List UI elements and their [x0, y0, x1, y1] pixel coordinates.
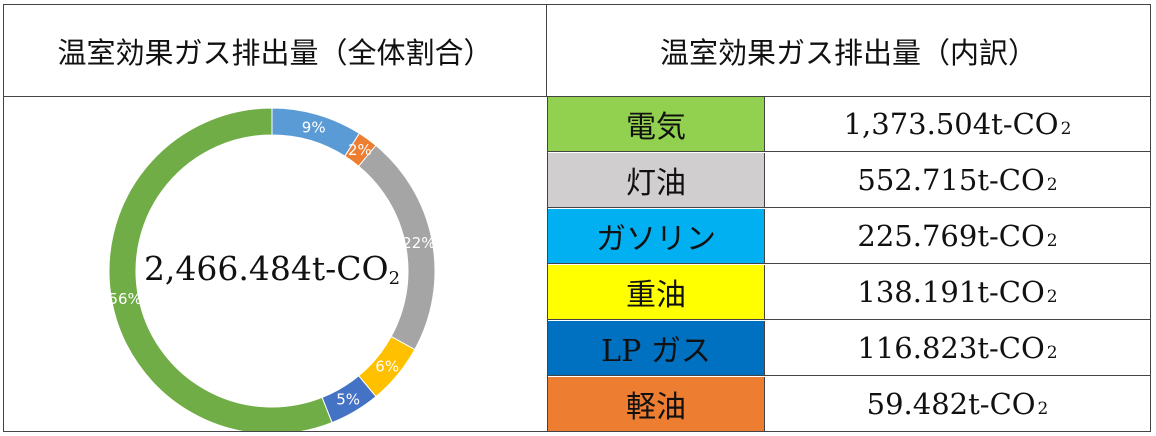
row-lp-gas: LP ガス 116.823t-CO 2 — [548, 321, 1150, 376]
value-cell: 59.482t-CO 2 — [866, 387, 1049, 421]
row-diesel: 軽油 59.482t-CO 2 — [548, 377, 1150, 431]
fuel-cell: 電気 — [548, 97, 765, 151]
value-cell: 552.715t-CO 2 — [857, 163, 1058, 197]
donut-label-2: 22% — [402, 234, 435, 252]
column-divider — [547, 96, 548, 431]
row-gasoline: ガソリン 225.769t-CO 2 — [548, 209, 1150, 264]
donut-label-0: 9% — [302, 118, 326, 136]
donut-chart: 9% 2% 22% 6% 5% 56% 2,466.484t-CO2 — [108, 107, 436, 431]
donut-center-total: 2,466.484t-CO2 — [144, 249, 400, 289]
row-electricity: 電気 1,373.504t-CO 2 — [548, 97, 1150, 152]
donut-label-4: 5% — [336, 391, 360, 409]
value-cell: 116.823t-CO 2 — [857, 331, 1058, 365]
fuel-cell: LP ガス — [548, 321, 765, 375]
breakdown-header: 温室効果ガス排出量（内訳） — [659, 35, 1037, 70]
donut-slice-5 — [108, 107, 333, 431]
header-divider — [4, 96, 1150, 97]
donut-label-5: 56% — [108, 290, 141, 308]
overall-share-header: 温室効果ガス排出量（全体割合） — [4, 5, 547, 96]
fuel-cell: ガソリン — [548, 209, 765, 263]
value-cell: 138.191t-CO 2 — [857, 275, 1058, 309]
value-cell: 1,373.504t-CO 2 — [843, 107, 1072, 141]
fuel-cell: 重油 — [548, 265, 765, 319]
fuel-cell: 灯油 — [548, 153, 765, 207]
fuel-cell: 軽油 — [548, 377, 765, 431]
row-kerosene: 灯油 552.715t-CO 2 — [548, 153, 1150, 208]
value-cell: 225.769t-CO 2 — [857, 219, 1058, 253]
donut-label-3: 6% — [375, 357, 399, 375]
donut-label-1: 2% — [348, 141, 372, 159]
emissions-frame: 温室効果ガス排出量（全体割合） 温室効果ガス排出量（内訳） 9% 2% 22% 6% 5… — [3, 4, 1151, 432]
row-heavy-oil: 重油 138.191t-CO 2 — [548, 265, 1150, 320]
breakdown-table: 電気 1,373.504t-CO 2 灯油 552.715t-CO 2 ガソリン 2… — [548, 97, 1150, 431]
